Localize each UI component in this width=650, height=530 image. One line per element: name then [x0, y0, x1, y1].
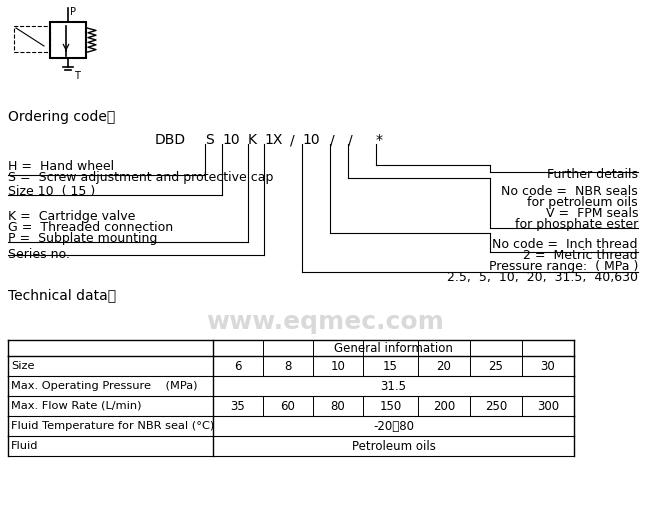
- Bar: [14, 26, 50, 52]
- Text: Size: Size: [11, 361, 34, 371]
- Text: 20: 20: [437, 359, 452, 373]
- Text: 1X: 1X: [264, 133, 282, 147]
- Text: Pressure range:  ( MPa ): Pressure range: ( MPa ): [489, 260, 638, 273]
- Text: No code =  NBR seals: No code = NBR seals: [501, 185, 638, 198]
- Text: 150: 150: [380, 400, 402, 412]
- Text: 10: 10: [331, 359, 345, 373]
- Text: 25: 25: [489, 359, 504, 373]
- Text: *: *: [376, 133, 383, 147]
- Text: K =  Cartridge valve: K = Cartridge valve: [8, 210, 135, 223]
- Text: for petroleum oils: for petroleum oils: [527, 196, 638, 209]
- Text: /: /: [330, 133, 335, 147]
- Text: Further details: Further details: [547, 168, 638, 181]
- Text: 2.5,  5,  10,  20,  31.5,  40,630: 2.5, 5, 10, 20, 31.5, 40,630: [447, 271, 638, 284]
- Text: P =  Subplate mounting: P = Subplate mounting: [8, 232, 157, 245]
- Text: Fluid: Fluid: [11, 441, 38, 451]
- Text: H =  Hand wheel: H = Hand wheel: [8, 160, 114, 173]
- Text: 250: 250: [485, 400, 507, 412]
- Text: 10: 10: [222, 133, 240, 147]
- Text: 2 =  Metric thread: 2 = Metric thread: [523, 249, 638, 262]
- Text: for phosphate ester: for phosphate ester: [515, 218, 638, 231]
- Text: No code =  Inch thread: No code = Inch thread: [493, 238, 638, 251]
- Text: S: S: [205, 133, 214, 147]
- Text: Size 10  ( 15 ): Size 10 ( 15 ): [8, 185, 96, 198]
- Text: Series no.: Series no.: [8, 248, 70, 261]
- Text: 200: 200: [433, 400, 455, 412]
- Text: 15: 15: [383, 359, 398, 373]
- Text: 8: 8: [284, 359, 292, 373]
- Text: -20～80: -20～80: [373, 420, 414, 432]
- Text: Max. Flow Rate (L/min): Max. Flow Rate (L/min): [11, 401, 142, 411]
- Text: Petroleum oils: Petroleum oils: [352, 439, 436, 453]
- Text: 6: 6: [234, 359, 242, 373]
- Text: 30: 30: [541, 359, 555, 373]
- Text: /: /: [348, 133, 352, 147]
- Text: S =  Screw adjustment and protective cap: S = Screw adjustment and protective cap: [8, 171, 274, 184]
- Text: P: P: [70, 7, 76, 17]
- Text: 60: 60: [281, 400, 296, 412]
- Text: Ordering code：: Ordering code：: [8, 110, 115, 124]
- Text: Max. Operating Pressure    (MPa): Max. Operating Pressure (MPa): [11, 381, 198, 391]
- Text: 10: 10: [302, 133, 320, 147]
- Text: www.eqmec.com: www.eqmec.com: [206, 310, 444, 334]
- Text: /: /: [290, 133, 294, 147]
- Text: Technical data：: Technical data：: [8, 288, 116, 302]
- Text: DBD: DBD: [155, 133, 186, 147]
- Bar: [50, 22, 86, 58]
- Text: T: T: [74, 71, 80, 81]
- Text: K: K: [248, 133, 257, 147]
- Text: 80: 80: [331, 400, 345, 412]
- Text: 35: 35: [231, 400, 246, 412]
- Text: 31.5: 31.5: [380, 379, 406, 393]
- Text: General information: General information: [334, 341, 453, 355]
- Text: Fluid Temperature for NBR seal (°C): Fluid Temperature for NBR seal (°C): [11, 421, 214, 431]
- Text: V =  FPM seals: V = FPM seals: [545, 207, 638, 220]
- Text: 300: 300: [537, 400, 559, 412]
- Text: G =  Threaded connection: G = Threaded connection: [8, 221, 173, 234]
